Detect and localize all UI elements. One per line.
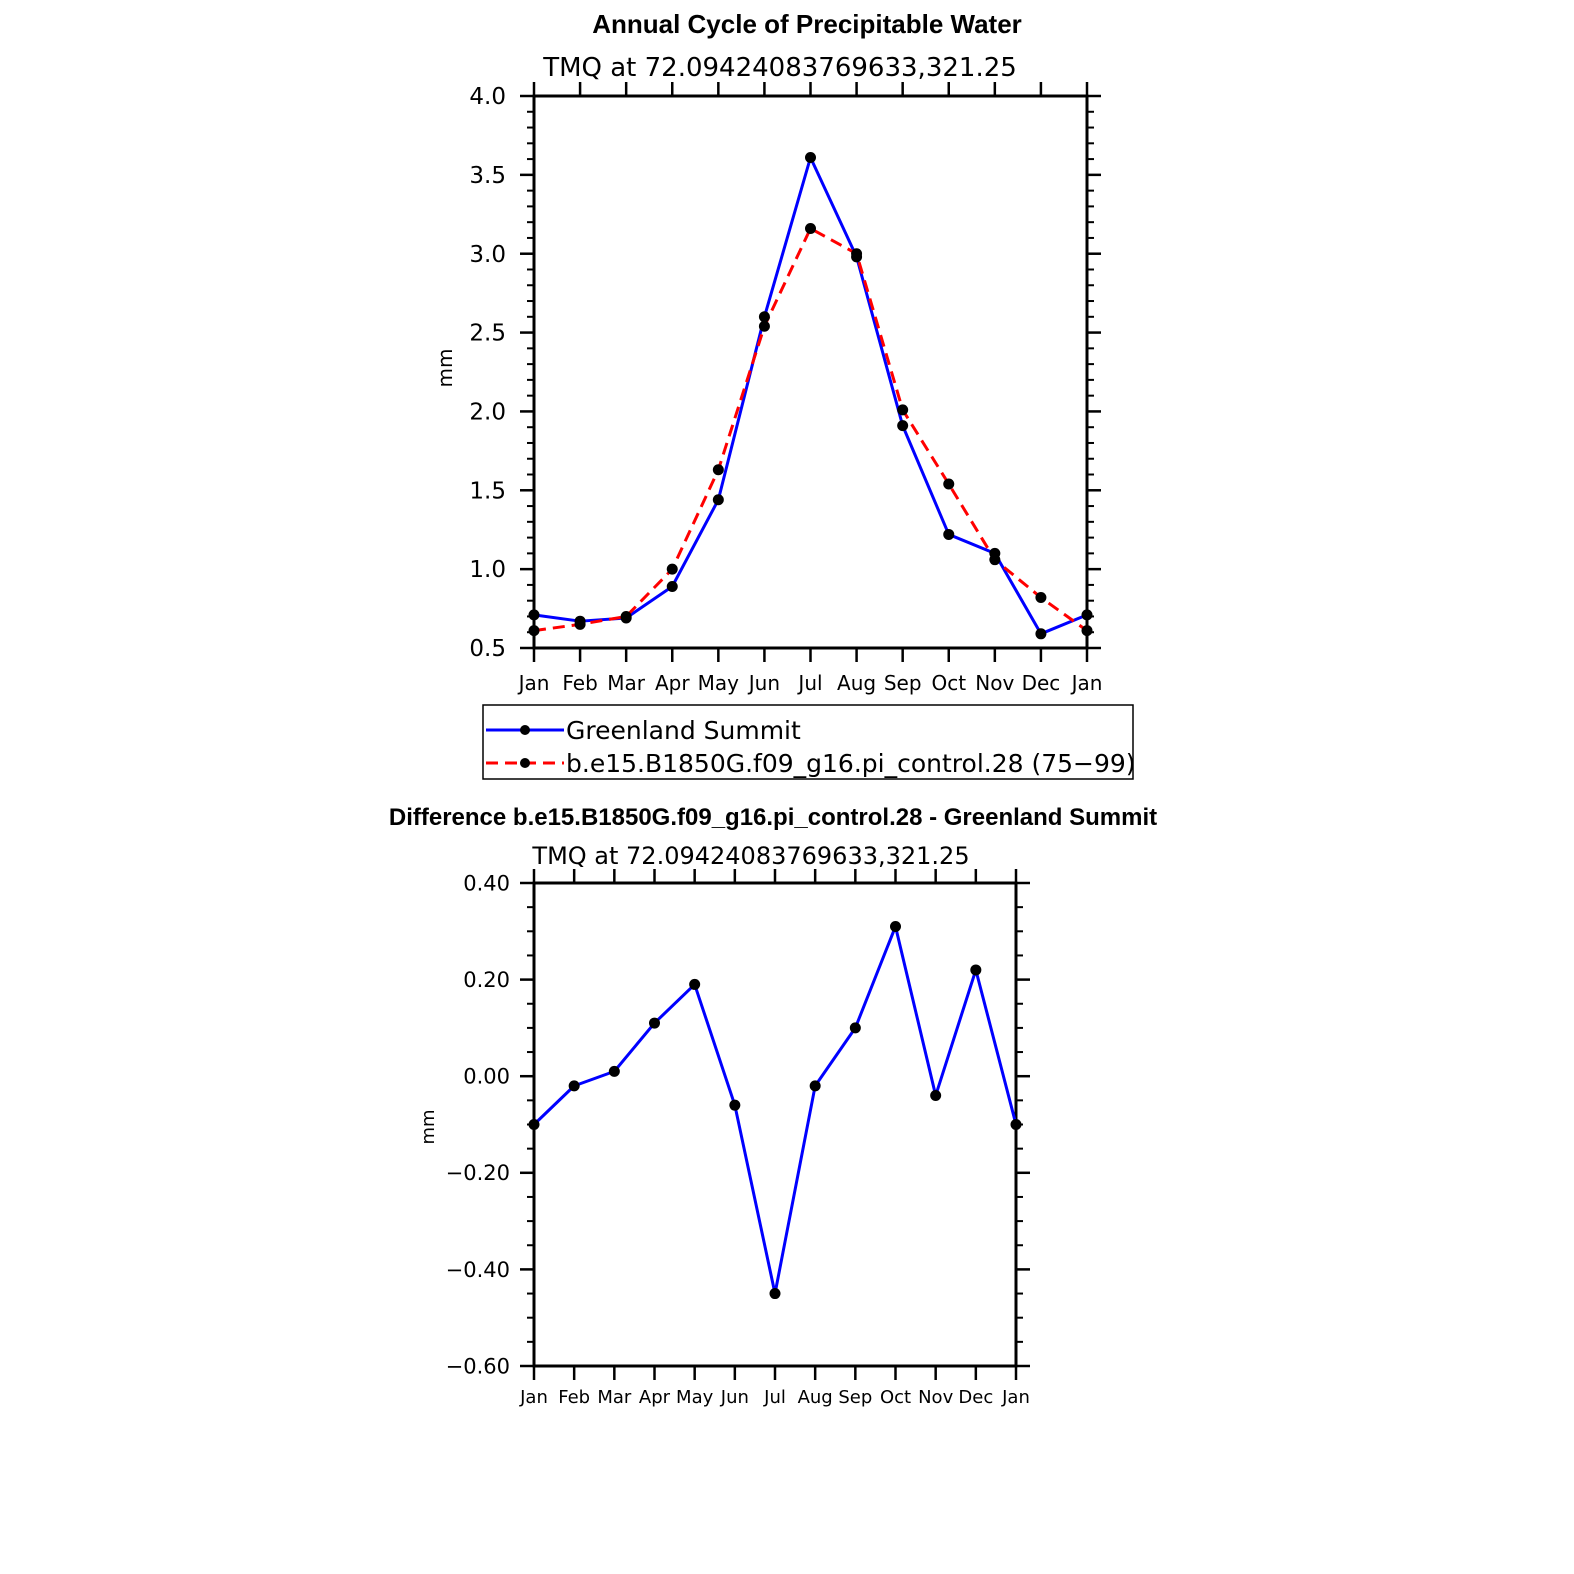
x-tick-label: Jan xyxy=(517,671,550,695)
series-0-point xyxy=(666,580,678,592)
x-tick-label: May xyxy=(698,671,740,695)
series-0-point xyxy=(930,1090,942,1102)
legend-item-control: b.e15.B1850G.f09_g16.pi_control.28 (75−9… xyxy=(486,749,1136,778)
series-1-point xyxy=(574,618,586,630)
series-0-point xyxy=(943,528,955,540)
x-tick-label: Nov xyxy=(975,671,1014,695)
series-0-point xyxy=(608,1065,620,1077)
series-1-point xyxy=(712,464,724,476)
y-tick-label: 0.40 xyxy=(463,871,510,895)
series-line-0 xyxy=(532,924,1018,1296)
series-0-point xyxy=(649,1017,660,1029)
x-tick-label: Apr xyxy=(655,671,690,695)
x-tick-label: Oct xyxy=(880,1387,911,1408)
y-tick-label: −0.60 xyxy=(446,1354,510,1378)
bottom-chart: Difference b.e15.B1850G.f09_g16.pi_contr… xyxy=(389,804,1157,1408)
x-tick-label: Sep xyxy=(838,1387,872,1408)
legend-marker-control xyxy=(520,758,530,768)
x-tick-label: Jan xyxy=(1070,671,1103,695)
series-1-point xyxy=(620,610,632,622)
series-1-point xyxy=(805,222,816,234)
legend-box xyxy=(482,704,1134,780)
x-tick-label: Apr xyxy=(639,1387,671,1408)
y-tick-label: 3.0 xyxy=(469,242,506,268)
series-0-point xyxy=(849,1022,861,1034)
series-0-point xyxy=(1010,1119,1022,1130)
series-0-point xyxy=(712,494,724,506)
x-tick-label: May xyxy=(676,1387,714,1408)
top-chart-subtitle: TMQ at 72.09424083769633,321.25 xyxy=(542,53,1017,83)
x-tick-label: Jan xyxy=(1001,1387,1030,1408)
top-chart-plot-area: Jan Feb Mar Apr May Jun Jul Aug Sep Oct Nov Dec Jan 4… xyxy=(469,82,1102,695)
y-tick-label: −0.20 xyxy=(446,1161,510,1185)
x-tick-label: Mar xyxy=(607,671,646,695)
y-tick-label: 2.5 xyxy=(469,321,506,347)
y-tick-label: 0.5 xyxy=(469,636,506,662)
x-tick-label: Mar xyxy=(597,1387,632,1408)
series-0-point xyxy=(689,978,701,990)
y-tick-label: 4.0 xyxy=(469,84,506,110)
series-0-point xyxy=(769,1288,781,1300)
series-0-point xyxy=(970,964,982,976)
x-tick-label: Jul xyxy=(796,671,822,695)
series-0-point xyxy=(568,1080,580,1092)
bottom-chart-ylabel: mm xyxy=(418,1109,439,1144)
series-0-point xyxy=(528,1119,540,1130)
series-1-point xyxy=(666,563,678,575)
x-tick-label: Sep xyxy=(884,671,922,695)
series-1-point xyxy=(897,404,909,416)
x-tick-label: Jun xyxy=(747,671,780,695)
series-0-point xyxy=(758,311,770,323)
x-tick-label: Oct xyxy=(931,671,966,695)
series-1-point xyxy=(989,554,1001,566)
x-tick-label: Aug xyxy=(837,671,876,695)
y-tick-label: 3.5 xyxy=(469,163,506,189)
y-tick-label: 1.0 xyxy=(469,557,506,583)
series-1-point xyxy=(758,320,770,332)
x-tick-label: Feb xyxy=(558,1387,590,1408)
x-tick-label: Dec xyxy=(958,1387,993,1408)
plot-frame xyxy=(532,94,1089,650)
series-0-point xyxy=(890,920,901,932)
bottom-chart-plot-area: Jan Feb Mar Apr May Jun Jul Aug Sep Oct Nov Dec Jan 0… xyxy=(446,869,1030,1408)
series-0-point xyxy=(805,152,816,164)
y-tick-label: −0.40 xyxy=(446,1258,510,1282)
bottom-chart-subtitle: TMQ at 72.09424083769633,321.25 xyxy=(531,842,969,870)
series-0-point xyxy=(809,1080,821,1092)
top-chart: Annual Cycle of Precipitable Water TMQ a… xyxy=(433,9,1136,780)
series-0-point xyxy=(1035,628,1047,640)
series-0-point xyxy=(528,609,540,621)
x-tick-label: Jan xyxy=(519,1387,548,1408)
y-tick-label: 1.5 xyxy=(469,478,506,504)
legend-label-control: b.e15.B1850G.f09_g16.pi_control.28 (75−9… xyxy=(566,749,1136,778)
series-1-point xyxy=(943,478,955,490)
x-tick-label: Feb xyxy=(562,671,597,695)
x-tick-label: Jun xyxy=(720,1387,749,1408)
x-tick-label: Nov xyxy=(918,1387,953,1408)
series-1-point xyxy=(851,248,863,260)
y-tick-label: 2.0 xyxy=(469,399,506,425)
legend-item-greenland-summit: Greenland Summit xyxy=(486,716,801,745)
bottom-chart-title: Difference b.e15.B1850G.f09_g16.pi_contr… xyxy=(389,804,1157,831)
series-0-point xyxy=(729,1099,741,1111)
legend-label-greenland-summit: Greenland Summit xyxy=(566,716,801,745)
y-tick-label: 0.00 xyxy=(463,1065,510,1089)
top-chart-legend: Greenland Summit b.e15.B1850G.f09_g16.pi… xyxy=(482,704,1136,780)
series-1-point xyxy=(1035,592,1047,604)
series-0-point xyxy=(1081,609,1093,621)
legend-marker-greenland-summit xyxy=(520,725,530,735)
top-chart-title: Annual Cycle of Precipitable Water xyxy=(592,9,1022,39)
series-0-point xyxy=(897,420,909,432)
x-tick-label: Aug xyxy=(798,1387,833,1408)
series-1-point xyxy=(1081,625,1093,637)
x-tick-label: Jul xyxy=(763,1387,786,1408)
series-1-point xyxy=(528,625,540,637)
y-tick-label: 0.20 xyxy=(463,968,510,992)
x-tick-label: Dec xyxy=(1022,671,1061,695)
top-chart-ylabel: mm xyxy=(433,349,457,388)
